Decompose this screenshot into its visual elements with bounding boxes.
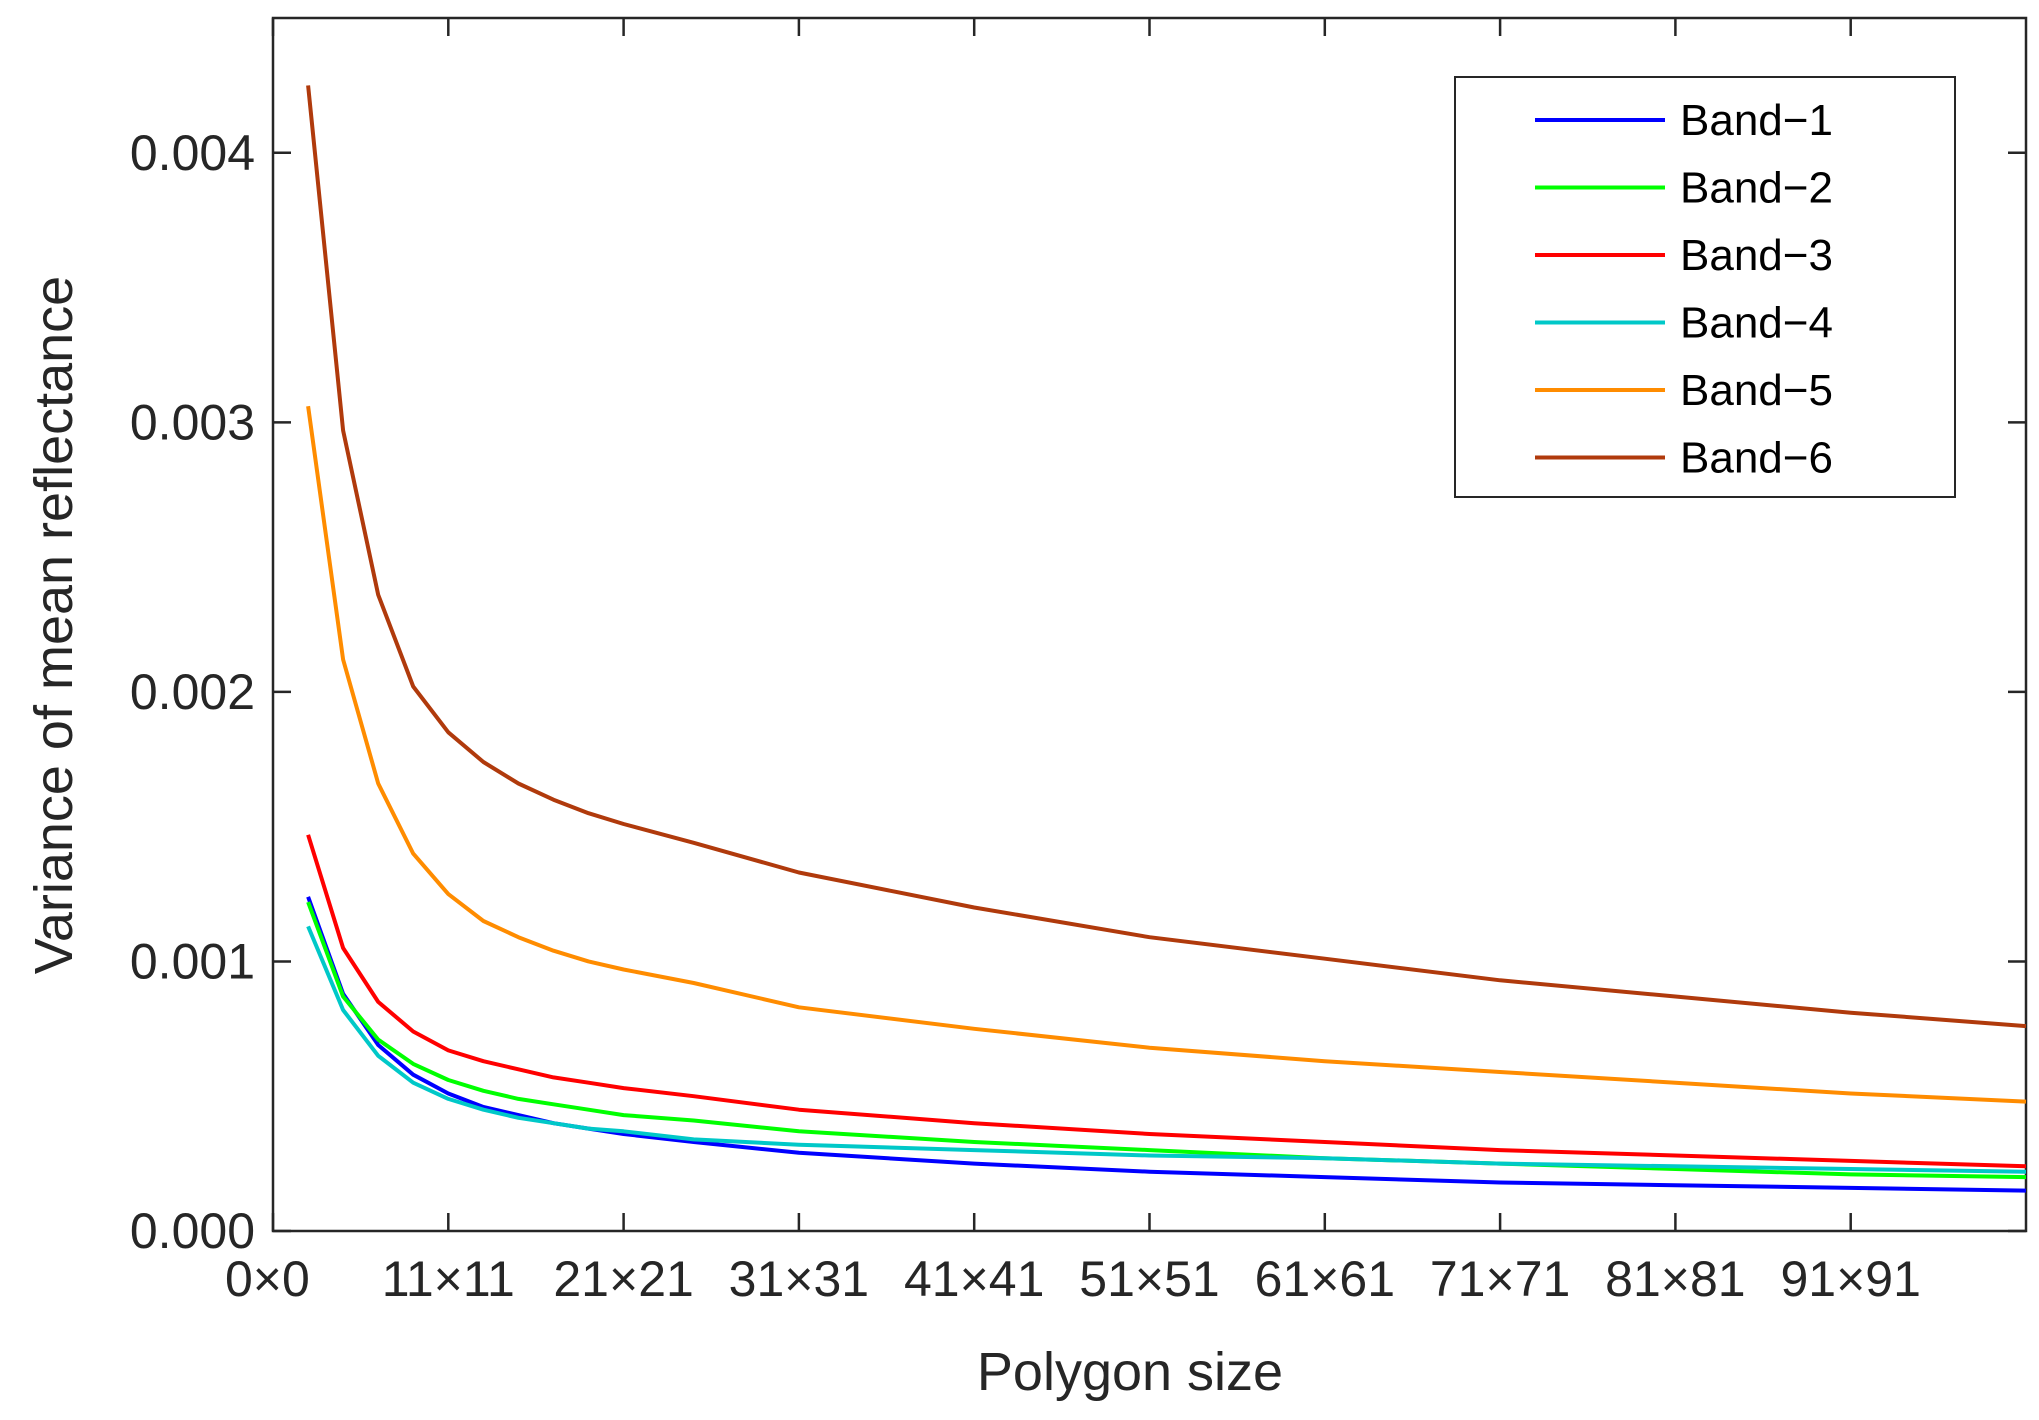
- y-axis-ticks: 0.000 0.001 0.002 0.003 0.004: [130, 125, 2026, 1259]
- legend-label-band-4: Band−4: [1680, 299, 1833, 348]
- series-line-band-4: [306, 925, 2027, 1174]
- x-tick-label: 91×91: [1780, 1251, 1920, 1307]
- legend: Band−1 Band−2 Band−3 Band−4 Band−5 Band−6: [1454, 76, 1956, 498]
- y-axis-title: Variance of mean reflectance: [24, 276, 84, 974]
- x-axis-title: Polygon size: [977, 1342, 1283, 1402]
- legend-box: [1454, 76, 1956, 498]
- legend-label-band-6: Band−6: [1680, 434, 1833, 483]
- x-tick-label: 11×11: [382, 1251, 515, 1307]
- series-line-band-1: [306, 896, 2027, 1193]
- y-tick-label: 0.004: [130, 125, 255, 181]
- x-axis-ticks: 0×0 11×11 21×21 31×31 41×41 51×51 61×61 71×71 81…: [225, 18, 1921, 1307]
- x-tick-label: 31×31: [729, 1251, 869, 1307]
- x-tick-label: 81×81: [1605, 1251, 1745, 1307]
- x-tick-label: 41×41: [904, 1251, 1044, 1307]
- x-tick-label: 21×21: [553, 1251, 693, 1307]
- y-tick-label: 0.003: [130, 394, 255, 450]
- y-tick-label: 0.000: [130, 1203, 255, 1259]
- legend-label-band-5: Band−5: [1680, 366, 1833, 415]
- y-tick-label: 0.001: [130, 933, 255, 989]
- series-line-band-6: [306, 85, 2027, 1029]
- x-tick-label: 71×71: [1430, 1251, 1570, 1307]
- series-line-band-5: [306, 405, 2027, 1104]
- series-layer: [306, 85, 2027, 1193]
- y-tick-label: 0.002: [130, 664, 255, 720]
- series-line-band-3: [306, 834, 2027, 1169]
- x-tick-label: 61×61: [1255, 1251, 1395, 1307]
- x-tick-label: 51×51: [1079, 1251, 1219, 1307]
- x-tick-label: 0×0: [225, 1251, 310, 1307]
- legend-label-band-3: Band−3: [1680, 231, 1833, 280]
- legend-label-band-1: Band−1: [1680, 96, 1833, 145]
- legend-label-band-2: Band−2: [1680, 164, 1833, 213]
